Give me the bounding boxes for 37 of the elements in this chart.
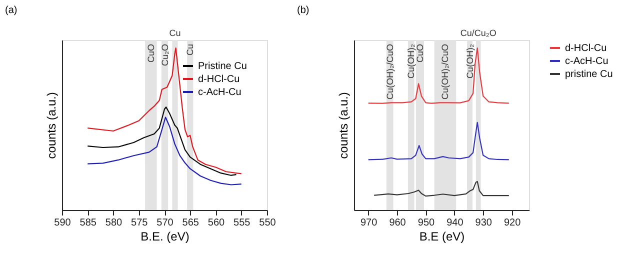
x-tick-label: 930 [475,218,492,228]
band-label: Cu [185,44,196,56]
x-tick-label: 590 [54,218,72,228]
chart-title: (a) [5,5,18,16]
legend-label: c-AcH-Cu [565,56,608,67]
legend-label: d-HCl-Cu [198,74,240,85]
x-tick-label: 565 [182,218,200,228]
band-label: CuO [414,44,425,63]
x-tick-label: 570 [156,218,174,228]
x-tick-label: 960 [389,218,406,228]
x-tick-label: 580 [105,218,123,228]
legend-label: d-HCl-Cu [565,43,607,54]
x-tick-label: 920 [504,218,522,228]
band-label: Cu(OH)₂ [406,44,416,78]
x-tick-label: 550 [259,218,276,228]
x-tick-label: 970 [360,218,378,228]
x-tick-label: 560 [208,218,226,228]
x-tick-label: 555 [234,218,251,228]
x-tick-label: 950 [418,218,435,228]
x-tick-label: 575 [131,218,148,228]
band-label: Cu(OH)₂/CuO [440,44,450,100]
x-axis-title: B.E (eV) [419,230,465,244]
band-label: Cu/Cu₂O [460,28,496,38]
legend-label: c-AcH-Cu [198,87,242,98]
band-label: Cu(OH)₂/CuO [384,44,395,100]
legend-label: Pristine Cu [198,61,247,72]
y-axis-title: counts (a.u.) [336,92,350,159]
band-label: Cu [169,28,181,38]
band-label: Cu₂O [160,44,170,66]
legend-label: pristine Cu [565,69,613,80]
x-tick-label: 585 [80,218,97,228]
x-axis-title: B.E. (eV) [140,230,190,244]
x-tick-label: 940 [446,218,464,228]
band-label: Cu(OH)₂ [464,44,475,78]
y-axis-title: counts (a.u.) [44,92,58,159]
chart-title: (b) [297,5,310,16]
band-label: CuO [146,44,156,63]
